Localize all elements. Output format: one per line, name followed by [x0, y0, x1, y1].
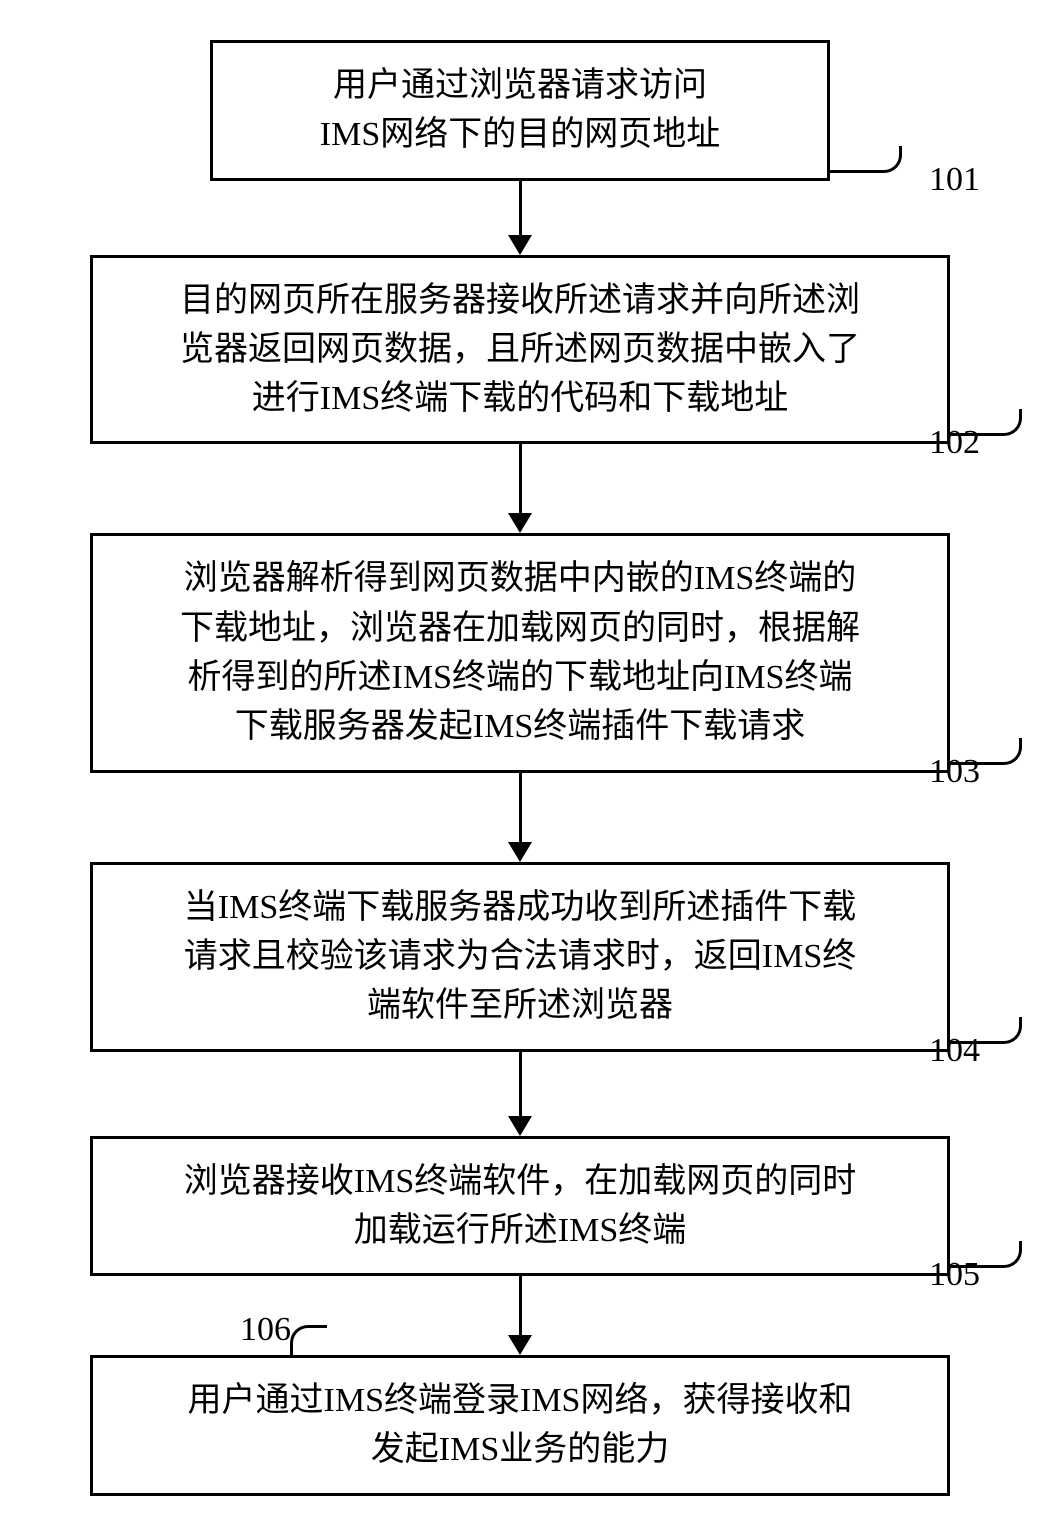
flow-step-102: 目的网页所在服务器接收所述请求并向所述浏览器返回网页数据，且所述网页数据中嵌入了… [90, 255, 950, 445]
flow-step-104: 当IMS终端下载服务器成功收到所述插件下载请求且校验该请求为合法请求时，返回IM… [90, 862, 950, 1052]
flow-step-label: 106 [240, 1311, 291, 1349]
flow-arrow [508, 1276, 532, 1355]
flow-step-label: 101 [929, 161, 980, 199]
flowchart-container: 用户通过浏览器请求访问IMS网络下的目的网页地址101目的网页所在服务器接收所述… [30, 40, 1010, 1496]
flow-node: 用户通过IMS终端登录IMS网络，获得接收和发起IMS业务的能力 [90, 1355, 950, 1496]
label-hook [829, 146, 902, 173]
flow-arrow [508, 1052, 532, 1136]
flow-arrow [508, 773, 532, 862]
flow-node: 浏览器解析得到网页数据中内嵌的IMS终端的下载地址，浏览器在加载网页的同时，根据… [90, 533, 950, 772]
label-hook [290, 1325, 327, 1356]
flow-node: 当IMS终端下载服务器成功收到所述插件下载请求且校验该请求为合法请求时，返回IM… [90, 862, 950, 1052]
flow-step-label: 104 [929, 1032, 980, 1070]
flow-arrow [508, 181, 532, 255]
flow-node: 目的网页所在服务器接收所述请求并向所述浏览器返回网页数据，且所述网页数据中嵌入了… [90, 255, 950, 445]
flow-step-label: 105 [929, 1256, 980, 1294]
flow-step-label: 102 [929, 424, 980, 462]
flow-step-label: 103 [929, 753, 980, 791]
flow-step-101: 用户通过浏览器请求访问IMS网络下的目的网页地址101 [210, 40, 830, 181]
flow-step-103: 浏览器解析得到网页数据中内嵌的IMS终端的下载地址，浏览器在加载网页的同时，根据… [90, 533, 950, 772]
flow-node: 用户通过浏览器请求访问IMS网络下的目的网页地址 [210, 40, 830, 181]
flow-step-106: 用户通过IMS终端登录IMS网络，获得接收和发起IMS业务的能力106 [90, 1355, 950, 1496]
flow-arrow [508, 444, 532, 533]
flow-node: 浏览器接收IMS终端软件，在加载网页的同时加载运行所述IMS终端 [90, 1136, 950, 1277]
flow-step-105: 浏览器接收IMS终端软件，在加载网页的同时加载运行所述IMS终端105 [90, 1136, 950, 1277]
